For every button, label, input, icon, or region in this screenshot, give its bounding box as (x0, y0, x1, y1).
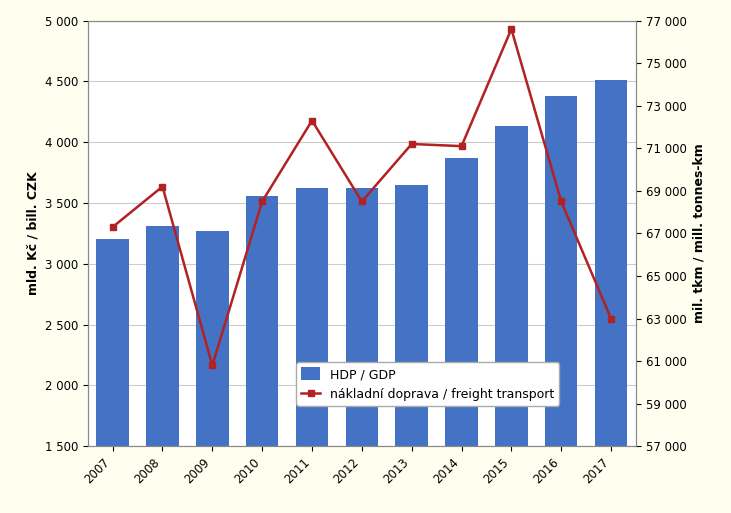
Bar (395, 185, 428, 446)
Line: nákladní doprava / freight transport: nákladní doprava / freight transport (109, 26, 615, 369)
nákladní doprava / freight transport (357, 199, 366, 205)
nákladní doprava / freight transport (108, 224, 117, 230)
nákladní doprava / freight transport (407, 141, 416, 147)
nákladní doprava / freight transport (557, 199, 566, 205)
Y-axis label: mil. tkm / mill. tonnes-km: mil. tkm / mill. tonnes-km (692, 144, 705, 323)
Bar (495, 126, 528, 446)
Y-axis label: mld. Kč / bill. CZK: mld. Kč / bill. CZK (26, 171, 39, 295)
Bar (246, 195, 279, 446)
nákladní doprava / freight transport (158, 184, 167, 190)
Bar (545, 96, 577, 446)
Bar (445, 158, 478, 446)
Bar (296, 188, 328, 446)
Bar (146, 226, 178, 446)
Bar (595, 80, 627, 446)
nákladní doprava / freight transport (507, 26, 516, 32)
Bar (346, 188, 378, 446)
nákladní doprava / freight transport (308, 117, 317, 124)
nákladní doprava / freight transport (258, 199, 267, 205)
nákladní doprava / freight transport (208, 362, 216, 368)
Legend: HDP / GDP, nákladní doprava / freight transport: HDP / GDP, nákladní doprava / freight tr… (296, 363, 559, 406)
nákladní doprava / freight transport (457, 143, 466, 149)
nákladní doprava / freight transport (607, 315, 616, 322)
Bar (196, 231, 229, 446)
Bar (96, 240, 129, 446)
